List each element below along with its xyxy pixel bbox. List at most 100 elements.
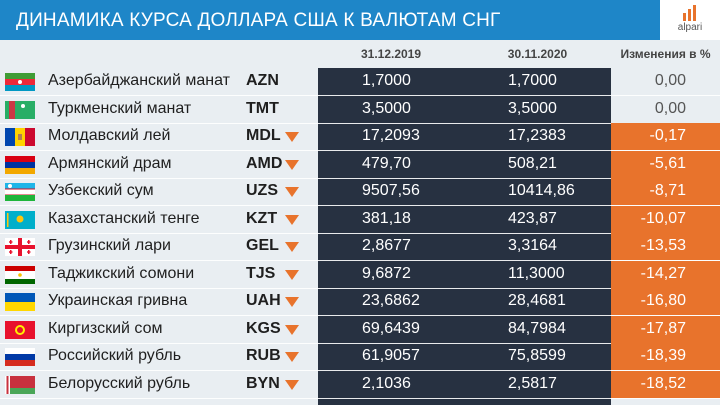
currency-name: Казахстанский тенге — [48, 209, 200, 227]
change-cell: -17,87 — [611, 315, 720, 343]
rate-2019: 381,18 — [362, 209, 411, 227]
down-arrow-icon — [285, 242, 299, 252]
table-row: Армянский драм AMD 479,70 508,21 -5,61 — [0, 150, 720, 178]
azerbaijan-flag-icon — [5, 73, 35, 91]
column-header-date2: 30.11.2020 — [507, 47, 568, 61]
rate-2020: 17,2383 — [508, 127, 566, 144]
rate-2019: 1,7000 — [362, 72, 411, 89]
table-row: Украинская гривна UAH 23,6862 28,4681 -16,80 — [0, 288, 720, 315]
tajikistan-flag-icon — [5, 265, 35, 284]
change-value: -14,27 — [640, 264, 686, 282]
change-cell: -13,53 — [611, 233, 720, 260]
row-divider — [0, 260, 720, 261]
down-arrow-icon — [285, 269, 299, 280]
change-value: -0,17 — [649, 127, 686, 144]
table-row: Молдавский лей MDL 17,2093 17,2383 -0,17 — [0, 123, 720, 150]
down-arrow-icon — [285, 379, 299, 390]
table-row: Таджикский сомони TJS 9,6872 11,3000 -14,27 — [0, 260, 720, 288]
currency-name: Грузинский лари — [48, 237, 171, 254]
rate-2019: 61,9057 — [362, 347, 420, 364]
currency-code: KZT — [246, 209, 278, 227]
down-arrow-icon — [285, 352, 299, 362]
currency-name: Украинская гривна — [48, 292, 188, 309]
page-title: ДИНАМИКА КУРСА ДОЛЛАРА США К ВАЛЮТАМ СНГ — [16, 10, 501, 31]
currency-name: Армянский драм — [48, 154, 172, 172]
turkmenistan-flag-icon — [5, 100, 35, 119]
rate-2020: 10414,86 — [508, 182, 575, 199]
table-row: Узбекский сум UZS 9507,56 10414,86 -8,71 — [0, 178, 720, 205]
table-row: Грузинский лари GEL 2,8677 3,3164 -13,53 — [0, 233, 720, 260]
change-cell: -8,71 — [611, 178, 720, 205]
currency-code: BYN — [246, 374, 280, 392]
armenia-flag-icon — [5, 155, 35, 174]
currency-code: KGS — [246, 319, 281, 337]
change-value: -16,80 — [640, 292, 686, 309]
russia-flag-icon — [5, 348, 35, 366]
currency-name: Белорусский рубль — [48, 374, 191, 392]
currency-code: GEL — [246, 237, 279, 254]
change-cell: -5,61 — [611, 150, 720, 178]
header: ДИНАМИКА КУРСА ДОЛЛАРА США К ВАЛЮТАМ СНГ… — [0, 0, 720, 40]
down-arrow-icon — [285, 132, 299, 142]
rate-2020: 3,5000 — [508, 99, 557, 117]
ukraine-flag-icon — [5, 293, 35, 311]
column-header-change: Изменения в % — [620, 47, 711, 61]
row-divider — [0, 177, 720, 179]
row-divider — [0, 342, 720, 344]
rate-2019: 2,8677 — [362, 237, 411, 254]
rate-2019: 3,5000 — [362, 99, 411, 117]
alpari-logo-icon — [683, 5, 696, 21]
down-arrow-icon — [285, 187, 299, 197]
values-column-background — [318, 68, 611, 405]
down-arrow-icon — [285, 159, 299, 170]
down-arrow-icon — [285, 324, 299, 335]
currency-name: Узбекский сум — [48, 182, 154, 199]
change-value: -8,71 — [649, 182, 686, 199]
logo-text: alpari — [677, 22, 703, 33]
rate-2020: 28,4681 — [508, 292, 566, 309]
rate-2020: 2,5817 — [508, 374, 557, 392]
table-row: Белорусский рубль BYN 2,1036 2,5817 -18,52 — [0, 370, 720, 398]
currency-name: Молдавский лей — [48, 127, 171, 144]
uzbekistan-flag-icon — [5, 183, 35, 201]
kyrgyzstan-flag-icon — [5, 320, 35, 339]
change-value: -18,39 — [640, 347, 686, 364]
currency-code: RUB — [246, 347, 281, 364]
change-value: -18,52 — [640, 374, 686, 392]
rate-2020: 75,8599 — [508, 347, 566, 364]
currency-code: MDL — [246, 127, 281, 144]
change-cell: -18,39 — [611, 343, 720, 370]
currency-code: AZN — [246, 72, 279, 89]
rate-2019: 9,6872 — [362, 264, 411, 282]
change-value: -10,07 — [640, 209, 686, 227]
rate-2020: 84,7984 — [508, 319, 566, 337]
change-value: 0,00 — [654, 72, 686, 89]
currency-code: TMT — [246, 99, 279, 117]
currency-name: Киргизский сом — [48, 319, 163, 337]
change-cell: -0,17 — [611, 123, 720, 150]
moldova-flag-icon — [5, 128, 35, 146]
georgia-flag-icon — [5, 238, 35, 256]
change-cell: 0,00 — [611, 95, 720, 123]
row-divider — [0, 315, 720, 316]
down-arrow-icon — [285, 297, 299, 307]
change-cell: -18,52 — [611, 370, 720, 398]
title-bar: ДИНАМИКА КУРСА ДОЛЛАРА США К ВАЛЮТАМ СНГ — [0, 0, 660, 40]
rate-2019: 9507,56 — [362, 182, 420, 199]
change-value: -17,87 — [640, 319, 686, 337]
currency-name: Таджикский сомони — [48, 264, 195, 282]
rate-2019: 2,1036 — [362, 374, 411, 392]
table-row: Российский рубль RUB 61,9057 75,8599 -18,39 — [0, 343, 720, 370]
currency-code: TJS — [246, 264, 276, 282]
alpari-logo: alpari — [662, 2, 718, 38]
row-divider — [0, 95, 720, 96]
rate-2019: 23,6862 — [362, 292, 420, 309]
kazakhstan-flag-icon — [5, 210, 35, 229]
table-row: Киргизский сом KGS 69,6439 84,7984 -17,87 — [0, 315, 720, 343]
row-divider — [0, 150, 720, 151]
currency-code: AMD — [246, 154, 283, 172]
change-cell: 0,00 — [611, 68, 720, 95]
change-value: -5,61 — [649, 154, 686, 172]
rate-2020: 11,3000 — [508, 264, 565, 282]
table-row: Азербайджанский манат AZN 1,7000 1,7000 0,00 — [0, 68, 720, 95]
